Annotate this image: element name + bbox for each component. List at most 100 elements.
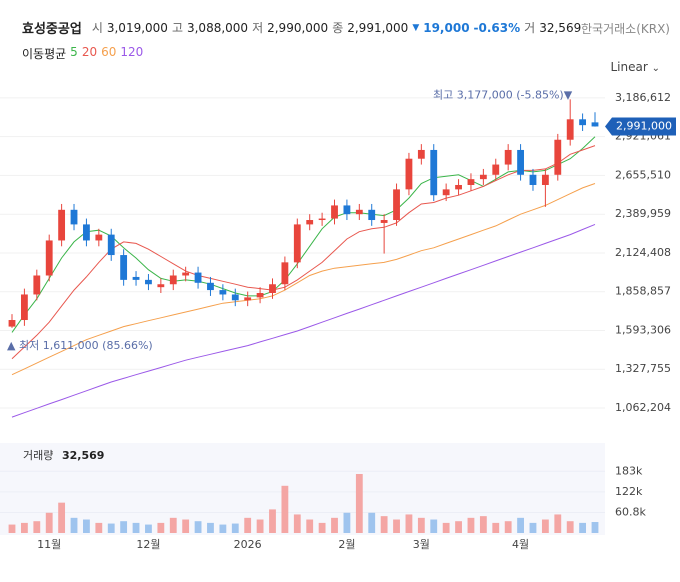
- candle-body: [182, 272, 190, 276]
- volume-bar: [343, 512, 351, 533]
- high-value: 3,088,000: [186, 20, 249, 35]
- volume-bar: [355, 473, 363, 533]
- candle-body: [492, 164, 500, 175]
- volume-bar: [467, 517, 475, 533]
- volume-bar: [244, 517, 252, 533]
- legend-entry: 60: [101, 45, 117, 59]
- volume-bar: [442, 522, 450, 533]
- candle-body: [83, 224, 90, 241]
- volume-bar: [554, 514, 562, 533]
- volume-title: 거래량: [23, 449, 53, 462]
- volume-bar: [368, 512, 376, 533]
- x-tick-label: 2월: [338, 538, 355, 551]
- y-tick-label: 1,327,755: [615, 362, 671, 375]
- volume-bar: [492, 522, 500, 533]
- volume-bar: [430, 519, 438, 533]
- candle-body: [430, 149, 438, 196]
- change-pct: -0.63%: [473, 20, 521, 35]
- candle-body: [70, 209, 78, 225]
- volume-bar: [95, 522, 103, 533]
- volume-bar: [145, 524, 152, 533]
- volume-bar: [107, 523, 115, 533]
- volume-bar: [219, 524, 227, 533]
- chevron[interactable]: ⌄: [651, 63, 660, 74]
- candle-body: [355, 209, 363, 215]
- price-tag: [605, 117, 676, 136]
- ma-line: [11, 183, 596, 376]
- candle-body: [529, 174, 537, 185]
- candle-body: [417, 149, 425, 159]
- volume-bar: [517, 517, 524, 533]
- open-value: 3,019,000: [106, 20, 168, 35]
- open-key: 시: [91, 21, 103, 35]
- volume-bar: [405, 514, 413, 533]
- volume-bar: [45, 512, 53, 533]
- volume-bar: [380, 516, 388, 533]
- volume-bar: [83, 519, 90, 533]
- candle-body: [269, 284, 276, 294]
- volume-bar: [132, 522, 140, 533]
- scale-mode[interactable]: Linear: [610, 60, 648, 74]
- candle-body: [467, 179, 475, 185]
- min-annotation: ▲ 최저 1,611,000 (85.66%): [7, 339, 153, 352]
- y-tick-label: 2,389,959: [615, 207, 671, 220]
- volume-tick-label: 122k: [615, 485, 643, 498]
- header: 효성중공업 시 3,019,000 고 3,088,000 저 2,990,000 종…: [22, 18, 581, 38]
- volume-bar: [479, 516, 487, 533]
- y-tick-label: 1,062,204: [615, 401, 671, 414]
- stock-name: 효성중공업: [22, 22, 82, 37]
- candle-body: [244, 297, 252, 301]
- volume-key: 거: [524, 21, 536, 35]
- candle-body: [591, 122, 599, 127]
- candle-body: [405, 158, 413, 190]
- x-tick-label: 12월: [136, 538, 160, 551]
- candle-body: [455, 184, 462, 190]
- scale-toggle[interactable]: Linear ⌄: [610, 60, 660, 74]
- volume-bar: [541, 519, 549, 533]
- legend-entry: 120: [120, 45, 144, 59]
- volume-tick-label: 183k: [615, 464, 643, 477]
- candle-body: [8, 320, 16, 327]
- candle-body: [207, 282, 214, 291]
- candle-body: [504, 149, 512, 165]
- candle-body: [293, 224, 301, 263]
- x-tick-label: 2026: [234, 538, 262, 551]
- price-tag-label: 2,991,000: [616, 119, 672, 132]
- volume-bar: [591, 522, 599, 533]
- volume-bar: [169, 517, 177, 533]
- volume-bar: [256, 519, 264, 533]
- ma-legend: 이동평균 5 20 60 120: [22, 45, 143, 62]
- volume-bar: [231, 523, 239, 533]
- volume-bar: [331, 517, 338, 533]
- x-tick-label: 4월: [512, 538, 529, 551]
- volume-bar: [157, 522, 165, 533]
- volume-bar: [417, 517, 425, 533]
- candle-body: [442, 189, 450, 196]
- candle-body: [393, 189, 400, 221]
- legend-entry: 5: [70, 45, 78, 59]
- volume-bar: [20, 522, 28, 533]
- candle-body: [107, 234, 115, 256]
- candle-body: [281, 262, 289, 285]
- ma-line: [11, 145, 596, 360]
- volume-pane: [0, 443, 605, 535]
- max-annotation: 최고 3,177,000 (-5.85%)▼: [433, 88, 573, 101]
- candle-body: [219, 290, 227, 295]
- y-tick-label: 2,124,408: [615, 246, 671, 259]
- volume-bar: [293, 514, 301, 533]
- volume-bar: [8, 524, 16, 533]
- candle-body: [231, 294, 239, 301]
- volume-bar: [269, 509, 276, 533]
- ma-title: 이동평균: [22, 47, 67, 61]
- change: 19,000: [423, 20, 470, 35]
- volume-bar: [455, 521, 462, 533]
- volume-bar: [529, 522, 537, 533]
- volume-title-value: 32,569: [62, 449, 104, 462]
- volume-bar: [318, 522, 326, 533]
- volume-bar: [579, 522, 587, 533]
- candle-body: [541, 174, 549, 185]
- ma-line: [11, 223, 596, 418]
- volume-bar: [504, 521, 512, 533]
- x-tick-label: 11월: [37, 538, 61, 551]
